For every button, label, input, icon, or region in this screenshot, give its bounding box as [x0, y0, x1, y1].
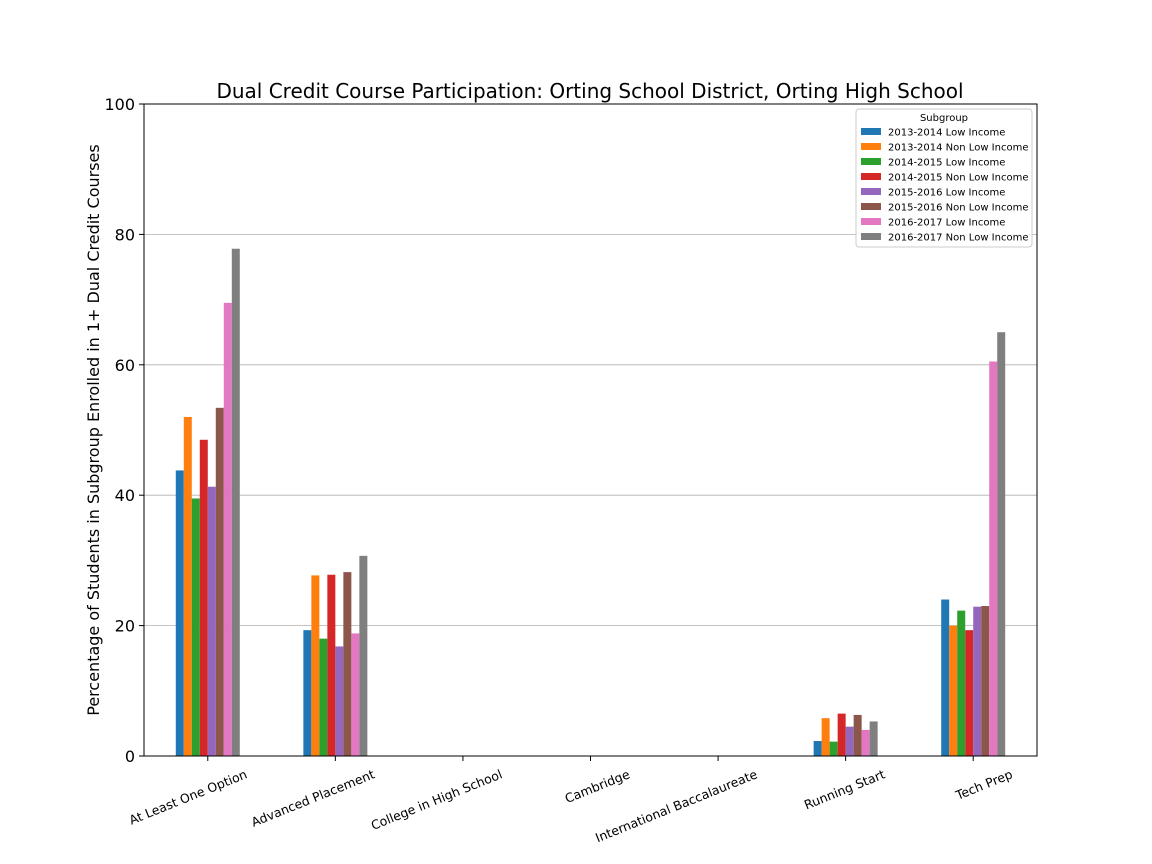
legend-swatch: [861, 128, 881, 135]
bar: [957, 610, 966, 756]
legend-entry: 2015-2016 Non Low Income: [888, 203, 1028, 214]
y-axis-label: Percentage of Students in Subgroup Enrol…: [84, 144, 103, 715]
legend-entry: 2014-2015 Low Income: [888, 158, 1005, 169]
legend-swatch: [861, 233, 881, 240]
legend-entry: 2014-2015 Non Low Income: [888, 173, 1028, 184]
bar: [813, 741, 822, 756]
bar: [335, 646, 344, 756]
bar: [343, 572, 352, 756]
bar: [949, 625, 958, 756]
bars: [175, 248, 1006, 756]
x-tick-label: Advanced Placement: [249, 766, 377, 829]
bar: [199, 439, 208, 756]
bar: [965, 630, 974, 756]
legend-swatch: [861, 173, 881, 180]
bar: [853, 714, 862, 756]
bar: [973, 606, 982, 756]
y-tick-label: 20: [115, 617, 135, 636]
legend-swatch: [861, 188, 881, 195]
legend-swatch: [861, 143, 881, 150]
legend: Subgroup 2013-2014 Low Income 2013-2014 N…: [855, 108, 1033, 248]
x-tick-label: Cambridge: [563, 766, 633, 806]
bar: [183, 416, 192, 756]
bar: [351, 633, 360, 756]
bar: [207, 486, 216, 756]
bar: [175, 470, 184, 756]
x-axis-ticks: At Least One Option Advanced PlacementCol…: [127, 756, 1015, 845]
chart-title: Dual Credit Course Participation: Orting…: [216, 79, 963, 103]
legend-entry: 2016-2017 Low Income: [888, 218, 1005, 229]
x-tick-label: At Least One Option: [127, 766, 249, 827]
bar: [941, 599, 950, 756]
x-tick-label: College in High School: [369, 766, 505, 832]
bar: [829, 741, 838, 756]
bar: [223, 302, 232, 756]
legend-box: [855, 108, 1033, 248]
y-tick-label: 80: [115, 225, 135, 244]
legend-items: 2013-2014 Low Income 2013-2014 Non Low In…: [861, 128, 1028, 244]
legend-swatch: [861, 218, 881, 225]
legend-swatch: [861, 203, 881, 210]
y-tick-label: 100: [104, 95, 135, 114]
bar: [837, 713, 846, 756]
bar: [821, 718, 830, 756]
x-tick-label: Tech Prep: [953, 766, 1015, 803]
bar: [215, 407, 224, 756]
bar: [989, 361, 998, 756]
bar: [303, 630, 312, 756]
y-tick-label: 60: [115, 356, 135, 375]
bar: [191, 498, 200, 756]
bar: [359, 555, 368, 756]
bar: [327, 574, 336, 756]
bar: [311, 575, 320, 756]
bar: [997, 332, 1006, 756]
x-tick-label: Running Start: [802, 766, 887, 812]
y-tick-label: 0: [125, 747, 135, 766]
bar: [319, 638, 328, 756]
legend-entry: 2016-2017 Non Low Income: [888, 233, 1028, 244]
legend-entry: 2013-2014 Low Income: [888, 128, 1005, 139]
bar: [981, 606, 990, 756]
legend-entry: 2013-2014 Non Low Income: [888, 143, 1028, 154]
y-tick-label: 40: [115, 486, 135, 505]
y-axis-ticks: 0 20 40 60 80 100: [104, 95, 144, 766]
legend-swatch: [861, 158, 881, 165]
bar: [869, 721, 878, 756]
bar: [845, 726, 854, 756]
bar: [861, 729, 870, 756]
legend-entry: 2015-2016 Low Income: [888, 188, 1005, 199]
bar: [231, 248, 240, 756]
legend-title: Subgroup: [920, 113, 968, 124]
grid-lines: [144, 233, 1037, 626]
